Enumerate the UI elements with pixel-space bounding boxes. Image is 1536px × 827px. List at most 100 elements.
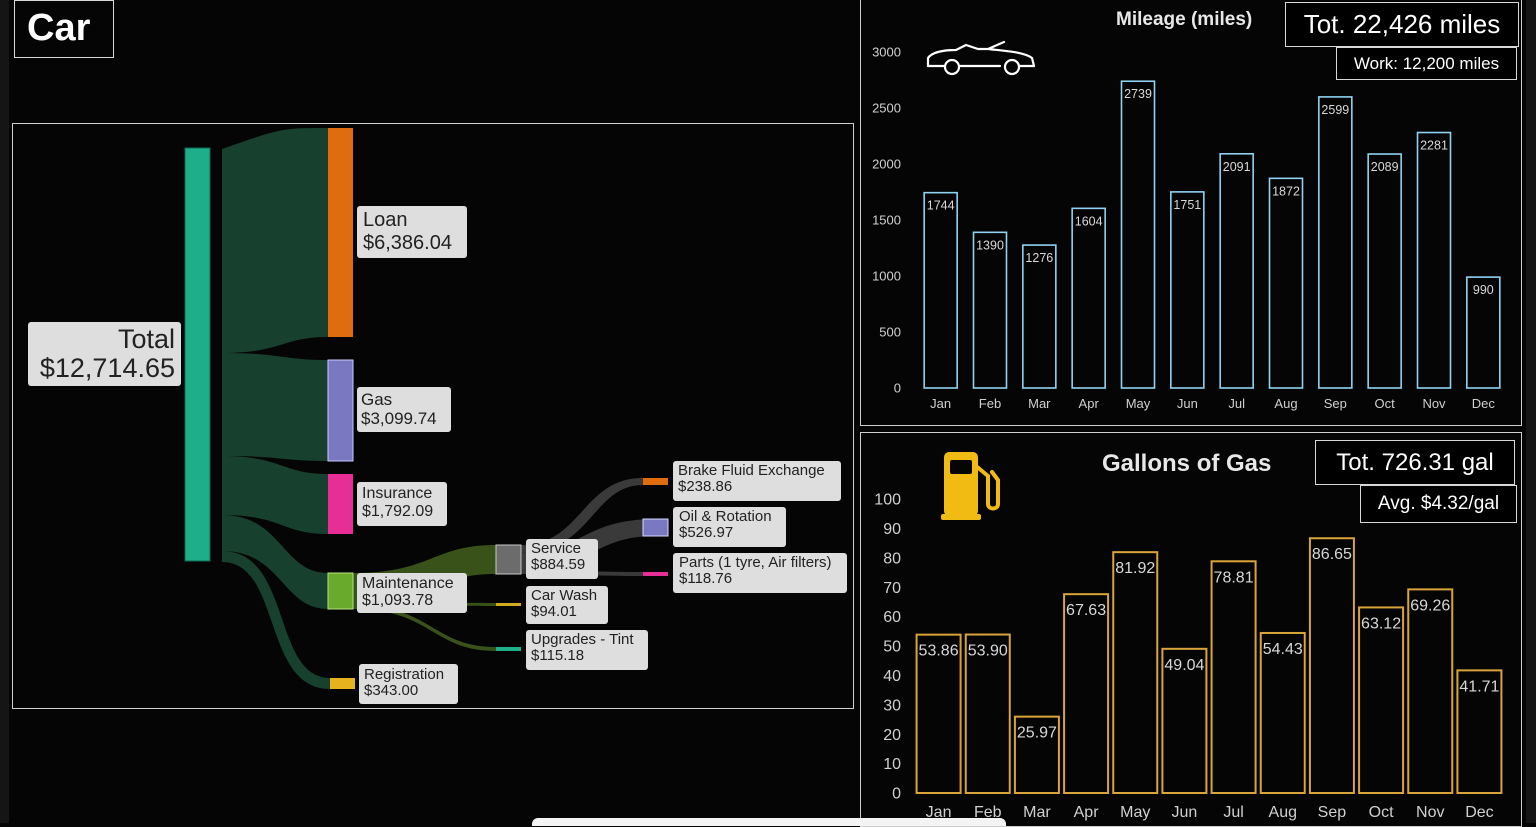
y-tick-label: 50 [883,639,901,656]
bottom-scroll-indicator [532,818,1006,826]
bar-jan [923,191,958,389]
data-label: 2281 [1420,139,1448,153]
data-label: 2739 [1124,87,1152,101]
fuel-pump-icon [941,452,1000,520]
x-tick-label: Nov [1422,396,1446,411]
node-insurance [328,474,353,534]
bar-aug [1268,177,1304,389]
x-tick-label: Sep [1318,804,1347,821]
bar-oct [1358,606,1405,794]
mileage-bars: 1744 1390 1276 1604 2739 1751 2091 1872 2599 2089… [923,80,1501,389]
y-tick-label: 40 [883,668,901,685]
bar-nov [1407,588,1454,794]
data-label: 53.86 [919,643,959,660]
x-tick-label: Apr [1074,804,1100,821]
x-tick-label: Aug [1274,396,1297,411]
bar-jun [1161,647,1208,794]
label-loan: Loan $6,386.04 [357,206,467,258]
x-tick-label: Jul [1223,804,1243,821]
node-carwash [496,603,521,606]
bar-oct [1367,153,1402,389]
bar-jul [1219,153,1254,389]
data-label: 25.97 [1017,725,1057,742]
data-label: 1390 [976,238,1004,252]
gas-panel: 0 10 20 30 40 50 60 70 80 90 100 53.86 53.90 25.97 67… [860,432,1522,827]
y-tick-label: 0 [892,786,901,803]
y-tick-label: 60 [883,609,901,626]
mileage-y-axis: 0 500 1000 1500 2000 2500 3000 [872,45,901,396]
x-tick-label: Jan [930,396,951,411]
label-oil: Oil & Rotation $526.97 [673,507,786,547]
data-label: 49.04 [1164,657,1204,674]
x-tick-label: Apr [1079,396,1100,411]
data-label: 53.90 [968,643,1008,660]
bar-apr [1071,207,1106,389]
x-tick-label: Nov [1416,804,1444,821]
label-carwash: Car Wash $94.01 [526,586,608,624]
data-label: 1604 [1075,214,1103,228]
data-label: 2599 [1321,103,1349,117]
node-parts [643,572,668,576]
x-tick-label: Dec [1465,804,1493,821]
x-tick-label: Feb [979,396,1001,411]
x-tick-label: Jun [1172,804,1198,821]
page-title: Car [14,0,114,58]
x-tick-label: May [1126,396,1151,411]
sankey-panel: Total $12,714.65 Loan $6,386.04 Gas $3,0… [12,123,854,709]
label-insurance: Insurance $1,792.09 [357,482,447,526]
sankey-nodes [184,128,669,689]
data-label: 2091 [1223,160,1251,174]
bar-mar [1013,715,1060,794]
link-total-gas [222,353,328,461]
label-brake: Brake Fluid Exchange $238.86 [673,461,841,501]
x-tick-label: Jun [1177,396,1198,411]
gas-chart: 0 10 20 30 40 50 60 70 80 90 100 53.86 53.90 25.97 67… [874,452,1503,821]
y-tick-label: 70 [883,580,901,597]
gas-total: Tot. 726.31 gal [1315,440,1515,485]
x-tick-label: Oct [1369,804,1394,821]
y-tick-label: 0 [894,381,901,396]
data-label: 1872 [1272,184,1300,198]
data-label: 67.63 [1066,602,1106,619]
y-tick-label: 30 [883,697,901,714]
data-label: 54.43 [1263,641,1303,658]
x-tick-label: Jul [1228,396,1245,411]
bar-apr [1063,593,1110,794]
mileage-work: Work: 12,200 miles [1336,47,1517,80]
gas-y-axis: 0 10 20 30 40 50 60 70 80 90 100 [874,492,901,803]
mileage-panel: 0 500 1000 1500 2000 2500 3000 1744 1390 1276 160… [860,0,1522,426]
x-tick-label: Oct [1375,396,1396,411]
right-edge [1526,0,1536,823]
bar-jun [1170,191,1205,389]
link-total-registration [222,551,330,689]
x-tick-label: Feb [974,804,1002,821]
node-upgrades [496,647,521,651]
mileage-chart: 0 500 1000 1500 2000 2500 3000 1744 1390 1276 160… [872,40,1501,411]
y-tick-label: 2500 [872,101,901,116]
bar-may [1120,80,1156,389]
sankey-diagram [184,128,669,689]
bar-dec [1466,276,1501,389]
bar-feb [972,231,1008,389]
link-maintenance-upgrades [353,605,496,651]
bar-jul [1210,560,1257,794]
x-tick-label: May [1120,804,1150,821]
x-tick-label: Sep [1324,396,1347,411]
y-tick-label: 10 [883,756,901,773]
data-label: 63.12 [1361,615,1401,632]
bar-aug [1259,631,1306,794]
node-registration [330,678,355,689]
bar-feb [964,633,1011,794]
node-gas [327,359,354,462]
bar-mar [1022,244,1057,389]
mileage-x-axis: Jan Feb Mar Apr May Jun Jul Aug Sep Oct Nov Dec [930,396,1495,411]
mileage-total: Tot. 22,426 miles [1285,2,1519,47]
node-maintenance [327,572,354,610]
y-tick-label: 1500 [872,213,901,228]
node-total [184,147,211,562]
y-tick-label: 3000 [872,45,901,60]
node-brake [643,478,668,485]
x-tick-label: Dec [1472,396,1496,411]
label-total: Total $12,714.65 [28,322,181,386]
node-service [495,544,522,575]
